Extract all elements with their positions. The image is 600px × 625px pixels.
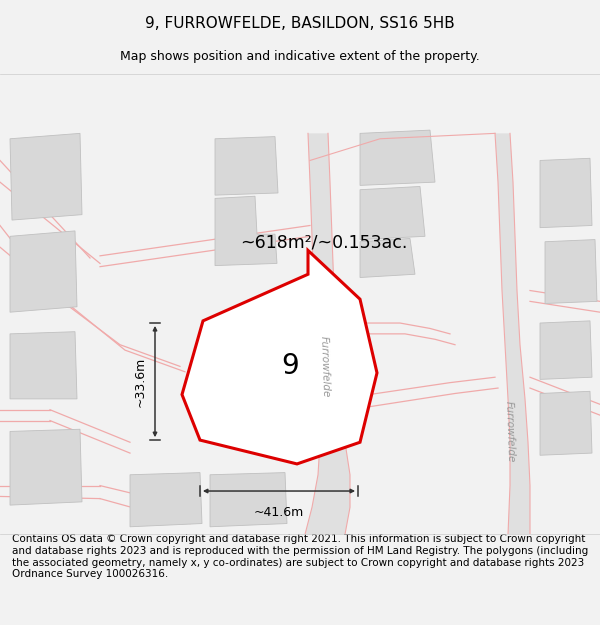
Polygon shape <box>215 137 278 195</box>
Text: ~33.6m: ~33.6m <box>134 356 147 407</box>
Polygon shape <box>10 133 82 220</box>
Polygon shape <box>360 186 425 239</box>
Text: ~618m²/~0.153ac.: ~618m²/~0.153ac. <box>240 234 407 252</box>
Polygon shape <box>210 472 287 527</box>
Text: Furrowfelde: Furrowfelde <box>319 336 331 398</box>
Polygon shape <box>130 472 202 527</box>
Text: Contains OS data © Crown copyright and database right 2021. This information is : Contains OS data © Crown copyright and d… <box>12 534 588 579</box>
Polygon shape <box>540 321 592 379</box>
Polygon shape <box>10 429 82 505</box>
Polygon shape <box>182 251 377 464</box>
Polygon shape <box>10 332 77 399</box>
Polygon shape <box>495 133 530 534</box>
Polygon shape <box>360 239 415 278</box>
Polygon shape <box>540 158 592 228</box>
Text: ~41.6m: ~41.6m <box>254 506 304 519</box>
Polygon shape <box>305 133 350 534</box>
Polygon shape <box>545 239 597 304</box>
Polygon shape <box>215 196 277 266</box>
Polygon shape <box>360 130 435 186</box>
Text: Map shows position and indicative extent of the property.: Map shows position and indicative extent… <box>120 50 480 63</box>
Text: 9, FURROWFELDE, BASILDON, SS16 5HB: 9, FURROWFELDE, BASILDON, SS16 5HB <box>145 16 455 31</box>
Text: Furrowfelde: Furrowfelde <box>504 401 516 462</box>
Polygon shape <box>540 391 592 455</box>
Text: 9: 9 <box>281 352 299 381</box>
Polygon shape <box>10 231 77 312</box>
